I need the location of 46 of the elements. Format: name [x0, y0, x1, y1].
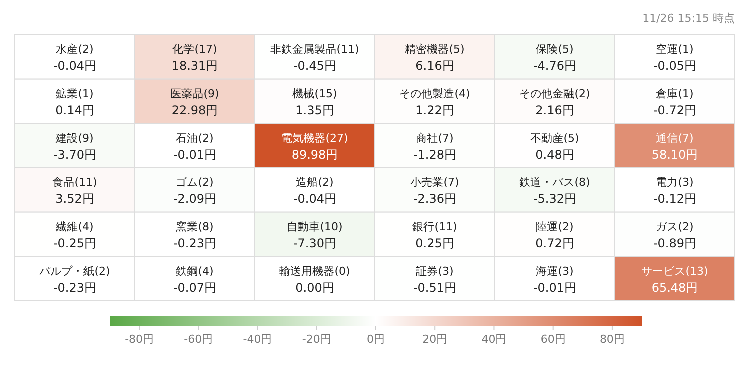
data-label: サービス(13) 65.48円 — [642, 264, 708, 295]
color-bar-label: -20円 — [302, 333, 332, 346]
data-label: その他製造(4) 1.22円 — [400, 88, 470, 118]
data-label: 鉄鋼(4) -0.07円 — [173, 264, 217, 295]
data-label: 窯業(8) -0.23円 — [173, 220, 217, 250]
data-label: 石油(2) -0.01円 — [173, 132, 217, 162]
color-bar-label: -60円 — [184, 333, 214, 346]
data-label: 水産(2) -0.04円 — [53, 43, 97, 74]
data-label: 通信(7) 58.10円 — [652, 132, 698, 162]
data-label: 自動車(10) -7.30円 — [287, 220, 343, 250]
data-label: 小売業(7) -2.36円 — [410, 176, 460, 206]
data-label: 機械(15) 1.35円 — [292, 88, 338, 118]
data-label: 海運(3) -0.01円 — [533, 264, 577, 295]
data-label: 建設(9) -3.70円 — [53, 132, 97, 162]
data-label: 精密機器(5) 6.16円 — [405, 43, 465, 74]
text: 11/26 15:15 時点 — [642, 12, 735, 25]
color-bar-label: 60円 — [540, 333, 566, 346]
data-label: 空運(1) -0.05円 — [653, 43, 697, 74]
data-label: 食品(11) 3.52円 — [52, 176, 98, 206]
data-label: 造船(2) -0.04円 — [293, 176, 337, 206]
data-label: 非鉄金属製品(11) -0.45円 — [270, 43, 360, 74]
color-bar-label: 20円 — [422, 333, 448, 346]
color-bar-label: 0円 — [367, 333, 385, 346]
data-label: 輸送用機器(0) 0.00円 — [280, 264, 350, 295]
data-label: 保険(5) -4.76円 — [533, 43, 577, 74]
color-bar-label: 40円 — [482, 333, 507, 346]
data-label: 商社(7) -1.28円 — [413, 132, 457, 162]
data-label: 繊維(4) -0.25円 — [53, 220, 97, 250]
color-bar-label: 80円 — [600, 333, 625, 346]
data-label: ガス(2) -0.89円 — [653, 220, 697, 250]
data-label: 電力(3) -0.12円 — [653, 176, 697, 206]
data-label: 陸運(2) 0.72円 — [536, 220, 574, 250]
data-label: 鉄道・バス(8) -5.32円 — [520, 176, 590, 206]
data-label: 電気機器(27) 89.98円 — [282, 132, 348, 162]
color-bar-label: -40円 — [243, 333, 272, 346]
data-label: その他金融(2) 2.16円 — [520, 88, 590, 118]
data-label: 化学(17) 18.31円 — [172, 43, 218, 74]
data-label: 不動産(5) 0.48円 — [530, 132, 580, 162]
data-label: 鉱業(1) 0.14円 — [56, 88, 94, 118]
data-label: ゴム(2) -2.09円 — [173, 176, 217, 206]
data-label: 銀行(11) 0.25円 — [412, 220, 458, 250]
color-bar-label: -80円 — [125, 333, 154, 346]
data-label: 倉庫(1) -0.72円 — [653, 88, 697, 118]
data-label: パルプ・紙(2) -0.23円 — [38, 264, 110, 295]
data-label: 医薬品(9) 22.98円 — [170, 88, 220, 118]
data-label: 証券(3) -0.51円 — [413, 264, 457, 295]
